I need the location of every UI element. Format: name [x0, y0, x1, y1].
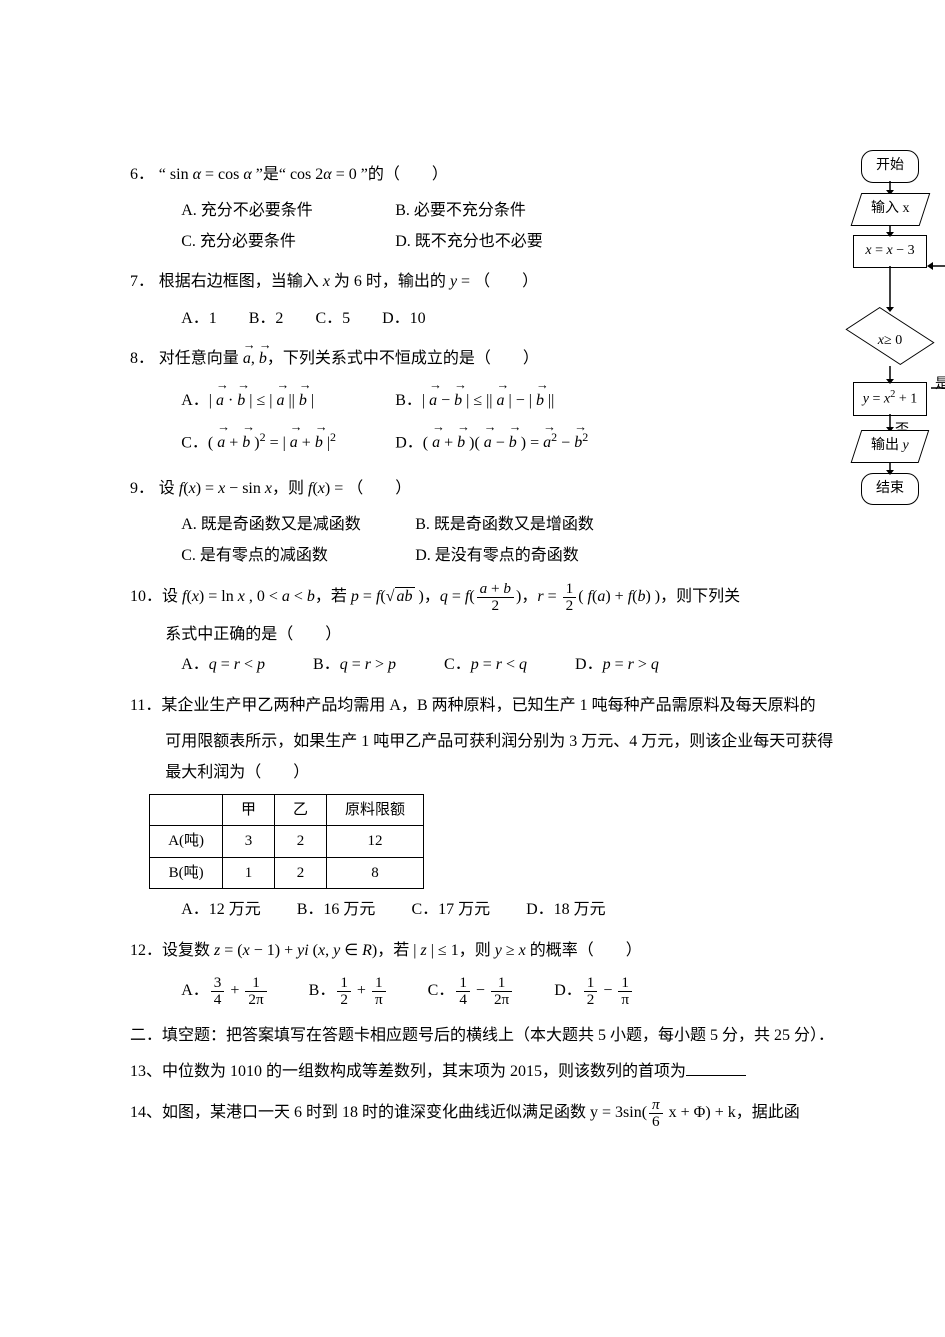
q9-text: 设 f(x) = x − sin x，则 f(x) = （ ） — [159, 480, 411, 497]
q7-opt-d: D．10 — [382, 304, 426, 334]
q10-opt-a: A．q = r < p — [181, 650, 265, 680]
q13-text: 中位数为 1010 的一组数构成等差数列，其末项为 2015，则该数列的首项为 — [162, 1063, 686, 1080]
q6-options: A. 充分不必要条件 B. 必要不充分条件 C. 充分必要条件 D. 既不充分也… — [130, 196, 670, 257]
q10-opt-d: D．p = r > q — [575, 650, 659, 680]
q8-opt-c: C．( →a + →b )2 = | →a + →b |2 — [181, 422, 381, 464]
q14-text: 如图，某港口一天 6 时到 18 时的谁深变化曲线近似满足函数 y = 3sin… — [162, 1104, 800, 1121]
fc-step1: x = x − 3 — [853, 235, 927, 268]
td: 1 — [223, 857, 275, 889]
fc-input: 输入 x — [850, 193, 929, 226]
q10-opt-b: B．q = r > p — [313, 650, 396, 680]
q8-opt-a: A．| →a · →b | ≤ | →a || →b | — [181, 380, 381, 422]
q10-options: A．q = r < p B．q = r > p C．p = r < q D．p … — [130, 650, 835, 680]
table-row: A(吨) 3 2 12 — [150, 826, 424, 858]
td: A(吨) — [150, 826, 223, 858]
q11-opt-d: D．18 万元 — [526, 895, 606, 925]
q12-options: A．34 + 12π B．12 + 1π C．14 − 12π D．12 − 1… — [130, 972, 835, 1010]
fc-yes-label: 是 — [935, 372, 945, 399]
q10-text-d: 系式中正确的是（ ） — [165, 626, 341, 643]
q8-opt-d: D．( →a + →b )( →a − →b ) = →a2 − →b2 — [395, 422, 595, 464]
td: 8 — [327, 857, 424, 889]
fc-output: 输出 y — [851, 430, 929, 463]
q7-opt-a: A．1 — [181, 304, 217, 334]
question-10: 10．设 f(x) = ln x , 0 < a < b，若 p = f(√ab… — [130, 581, 835, 614]
table-row: B(吨) 1 2 8 — [150, 857, 424, 889]
q12-opt-a: A．34 + 12π — [181, 972, 268, 1010]
q6-opt-c: C. 充分必要条件 — [181, 227, 381, 257]
q8-options: A．| →a · →b | ≤ | →a || →b | B．| →a − →b… — [130, 380, 670, 464]
fc-decision: x ≥ 0 — [845, 316, 935, 368]
td: 2 — [275, 857, 327, 889]
question-6: 6．“ sin α = cos α ”是“ cos 2α = 0 ”的（ ） — [130, 160, 670, 190]
q6-opt-a: A. 充分不必要条件 — [181, 196, 381, 226]
q6-opt-b: B. 必要不充分条件 — [395, 196, 595, 226]
q12-opt-d: D．12 − 1π — [554, 972, 634, 1010]
th-blank — [150, 794, 223, 826]
question-11: 11．某企业生产甲乙两种产品均需用 A，B 两种原料，已知生产 1 吨每种产品需… — [130, 691, 835, 721]
qnum: 9． — [130, 474, 159, 504]
question-13: 13、中位数为 1010 的一组数构成等差数列，其末项为 2015，则该数列的首… — [130, 1057, 835, 1087]
q8-opt-b: B．| →a − →b | ≤ || →a | − | →b || — [395, 380, 595, 422]
q6-opt-d: D. 既不充分也不必要 — [395, 227, 595, 257]
question-14: 14、如图，某港口一天 6 时到 18 时的谁深变化曲线近似满足函数 y = 3… — [130, 1097, 835, 1130]
q7-text: 根据右边框图，当输入 x 为 6 时，输出的 y = （ ） — [159, 273, 538, 290]
question-8: 8．对任意向量 →a, →b，下列关系式中不恒成立的是（ ） — [130, 344, 670, 374]
q9-opt-a: A. 既是奇函数又是减函数 — [181, 510, 401, 540]
qnum: 6． — [130, 160, 159, 190]
qnum: 8． — [130, 344, 159, 374]
td: B(吨) — [150, 857, 223, 889]
fc-arrow — [795, 266, 945, 312]
q10-opt-c: C．p = r < q — [444, 650, 527, 680]
q11-options: A．12 万元 B．16 万元 C．17 万元 D．18 万元 — [130, 895, 835, 925]
fc-end: 结束 — [861, 473, 919, 506]
q9-opt-c: C. 是有零点的减函数 — [181, 541, 401, 571]
q8-text: 对任意向量 →a, →b，下列关系式中不恒成立的是（ ） — [159, 350, 539, 367]
q11-opt-a: A．12 万元 — [181, 895, 261, 925]
th-limit: 原料限额 — [327, 794, 424, 826]
qnum: 14、 — [130, 1098, 162, 1128]
q7-opt-c: C．5 — [315, 304, 350, 334]
qnum: 11． — [130, 691, 161, 721]
q11-line3: 最大利润为（ ） — [130, 758, 835, 788]
q12-text: 设复数 z = (x − 1) + yi (x, y ∈ R)，若 | z | … — [162, 942, 642, 959]
q7-options: A．1 B．2 C．5 D．10 — [130, 304, 670, 334]
fc-step2: y = x2 + 1 — [853, 382, 927, 416]
qnum: 12． — [130, 936, 162, 966]
q11-line1: 某企业生产甲乙两种产品均需用 A，B 两种原料，已知生产 1 吨每种产品需原料及… — [161, 697, 815, 714]
th-yi: 乙 — [275, 794, 327, 826]
th-jia: 甲 — [223, 794, 275, 826]
td: 3 — [223, 826, 275, 858]
q11-table: 甲 乙 原料限额 A(吨) 3 2 12 B(吨) 1 2 8 — [149, 794, 424, 890]
fc-input-label: 输入 x — [871, 201, 910, 216]
q9-opt-b: B. 既是奇函数又是增函数 — [415, 510, 635, 540]
section2-heading: 二．填空题：把答案填写在答题卡相应题号后的横线上（本大题共 5 小题，每小题 5… — [130, 1021, 835, 1051]
qnum: 7． — [130, 267, 159, 297]
fc-start: 开始 — [861, 150, 919, 183]
table-row: 甲 乙 原料限额 — [150, 794, 424, 826]
qnum: 10． — [130, 582, 162, 612]
q7-opt-b: B．2 — [249, 304, 284, 334]
question-9: 9．设 f(x) = x − sin x，则 f(x) = （ ） — [130, 474, 670, 504]
fill-blank[interactable] — [686, 1059, 746, 1076]
qnum: 13、 — [130, 1057, 162, 1087]
fc-decision-label: x ≥ 0 — [845, 316, 935, 368]
q10-cont: 系式中正确的是（ ） — [130, 620, 835, 650]
q12-opt-b: B．12 + 1π — [309, 972, 388, 1010]
flowchart: 开始 输入 x x = x − 3 x ≥ 0 是 否 y = x2 + 1 输… — [795, 150, 945, 505]
q10-text: 设 f(x) = ln x , 0 < a < b，若 p = f(√ab )，… — [162, 588, 740, 605]
q6-text: “ sin α = cos α ”是“ cos 2α = 0 ”的（ ） — [159, 166, 448, 183]
td: 12 — [327, 826, 424, 858]
q11-opt-c: C．17 万元 — [411, 895, 490, 925]
q12-opt-c: C．14 − 12π — [428, 972, 515, 1010]
question-7: 7．根据右边框图，当输入 x 为 6 时，输出的 y = （ ） — [130, 267, 670, 297]
q9-opt-d: D. 是没有零点的奇函数 — [415, 541, 635, 571]
td: 2 — [275, 826, 327, 858]
question-12: 12．设复数 z = (x − 1) + yi (x, y ∈ R)，若 | z… — [130, 936, 835, 966]
q9-options: A. 既是奇函数又是减函数 B. 既是奇函数又是增函数 C. 是有零点的减函数 … — [130, 510, 670, 571]
q11-line2: 可用限额表所示，如果生产 1 吨甲乙产品可获利润分别为 3 万元、4 万元，则该… — [130, 727, 835, 757]
q11-opt-b: B．16 万元 — [297, 895, 376, 925]
